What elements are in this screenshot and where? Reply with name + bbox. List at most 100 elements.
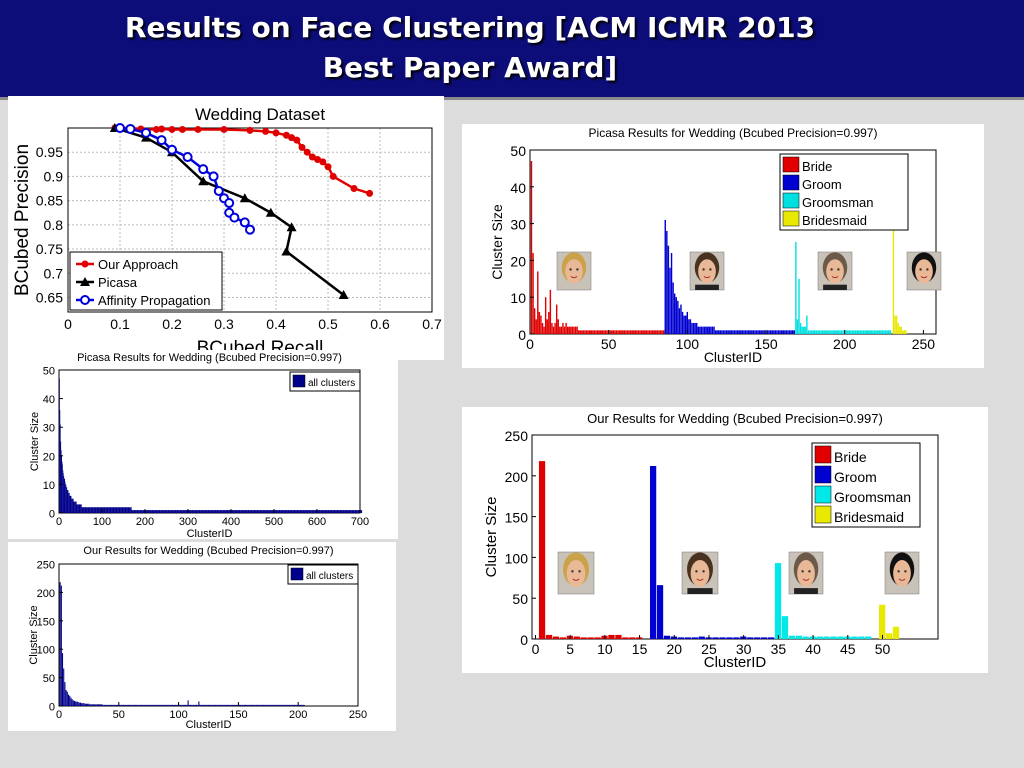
bar <box>258 704 260 706</box>
bar <box>639 330 641 334</box>
bar <box>196 510 198 513</box>
bar <box>110 507 111 513</box>
bar <box>343 510 344 513</box>
legend-swatch <box>782 210 800 227</box>
bar <box>160 510 161 513</box>
bar <box>856 330 858 334</box>
bar <box>66 487 68 513</box>
bar <box>280 510 281 513</box>
bar <box>198 510 199 513</box>
bar <box>220 510 222 513</box>
bar <box>636 330 638 334</box>
bar <box>290 704 292 706</box>
bar <box>327 510 329 513</box>
bar <box>714 330 717 334</box>
bar <box>318 510 320 513</box>
bar <box>594 637 601 639</box>
bar <box>831 330 833 334</box>
bar <box>626 330 629 334</box>
bar <box>343 510 345 513</box>
bar <box>355 510 357 513</box>
face <box>915 259 933 284</box>
bar <box>250 510 251 513</box>
bar <box>155 704 157 706</box>
bar <box>167 510 169 513</box>
bar <box>681 311 684 334</box>
bar <box>172 510 173 513</box>
bar <box>776 330 778 334</box>
bar <box>596 330 599 334</box>
bar <box>348 510 349 513</box>
bar <box>590 330 593 334</box>
bar <box>227 704 229 706</box>
bar <box>266 704 268 706</box>
bar <box>324 510 326 513</box>
bar <box>271 510 272 513</box>
bar <box>71 498 72 513</box>
bar <box>155 510 157 513</box>
bar <box>221 704 223 706</box>
bar <box>145 704 147 706</box>
bar <box>296 510 298 513</box>
bar <box>360 510 362 513</box>
x-tick-label: 35 <box>771 641 787 657</box>
bar <box>642 330 644 334</box>
bar <box>151 510 153 513</box>
y-tick-label: 50 <box>43 366 55 378</box>
legend-swatch <box>290 567 304 581</box>
bar <box>762 330 764 334</box>
bar <box>86 507 88 513</box>
bar <box>180 704 182 706</box>
bar <box>140 510 141 513</box>
y-tick-label: 100 <box>37 645 55 657</box>
bar <box>71 498 73 513</box>
bar <box>315 510 316 513</box>
bar <box>279 510 281 513</box>
bar <box>134 704 137 706</box>
bar <box>851 330 854 334</box>
bar <box>263 510 265 513</box>
bar <box>122 507 124 513</box>
bar <box>774 330 777 334</box>
bar <box>89 507 91 513</box>
bar <box>254 510 255 513</box>
bar <box>809 330 811 334</box>
bar <box>194 510 196 513</box>
bar <box>201 704 203 706</box>
bar <box>151 704 153 706</box>
bar <box>219 510 220 513</box>
bar <box>755 330 758 334</box>
bar <box>103 507 105 513</box>
y-tick-label: 20 <box>510 253 526 269</box>
bar <box>210 510 212 513</box>
bar <box>858 636 865 639</box>
bar <box>167 704 169 706</box>
bar <box>164 704 166 706</box>
bar <box>184 510 185 513</box>
bar <box>93 507 95 513</box>
bar <box>656 585 664 639</box>
bar <box>165 510 167 513</box>
bar <box>295 704 297 706</box>
bar <box>106 507 107 513</box>
bar <box>252 510 253 513</box>
bar <box>248 704 250 706</box>
bar <box>161 704 163 706</box>
bar <box>127 704 129 706</box>
bar <box>747 637 754 639</box>
bar <box>349 510 351 513</box>
bar <box>773 330 775 334</box>
bar <box>147 510 149 513</box>
y-tick-label: 0.8 <box>44 217 64 233</box>
legend-label: Our Approach <box>98 257 178 272</box>
bar <box>108 507 109 513</box>
bar <box>319 510 320 513</box>
bar <box>173 704 175 706</box>
bar <box>319 510 321 513</box>
x-axis-label: ClusterID <box>186 719 232 731</box>
face <box>826 259 844 284</box>
bar <box>222 510 224 513</box>
bar <box>73 700 76 706</box>
face <box>797 559 815 587</box>
bar <box>137 704 139 706</box>
